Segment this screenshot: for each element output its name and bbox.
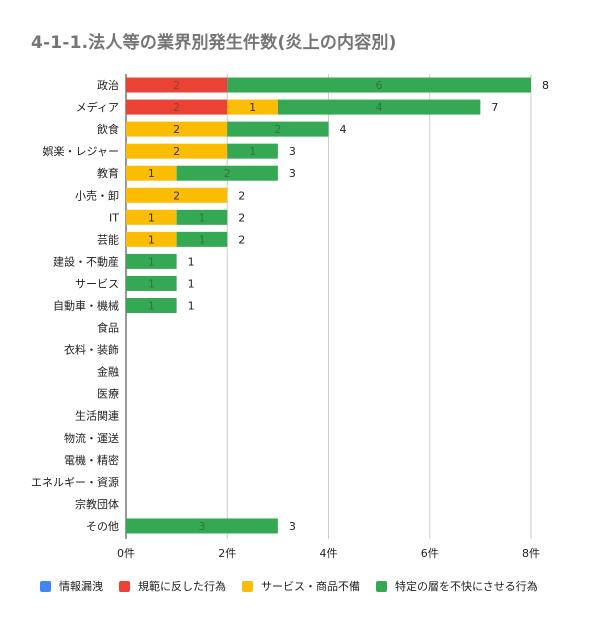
segment-value-label: 2 — [173, 123, 180, 136]
category-label: 食品 — [97, 321, 119, 335]
category-label: 娯楽・レジャー — [43, 144, 119, 158]
segment-value-label: 4 — [376, 101, 383, 114]
bar-segment — [126, 209, 177, 225]
segment-value-label: 1 — [148, 277, 155, 290]
bar-segment — [126, 143, 228, 159]
chart-title: 4-1-1.法人等の業界別発生件数(炎上の内容別) — [31, 33, 397, 53]
total-value-label: 1 — [188, 300, 195, 313]
category-label: サービス — [75, 277, 119, 290]
segment-value-label: 2 — [173, 189, 180, 202]
segment-value-label: 1 — [148, 167, 155, 180]
bar-chart: 2 6 82 1 4 72 2 42 1 31 2 32 21 1 21 1 21 11 11 13 3 政治メディア飲… — [31, 74, 549, 560]
total-value-label: 7 — [491, 101, 498, 114]
bar-segment — [126, 121, 228, 137]
segment-value-label: 2 — [224, 167, 231, 180]
bar-segment — [126, 275, 177, 291]
legend-label: 情報漏洩 — [59, 580, 103, 593]
total-value-label: 1 — [188, 277, 195, 290]
legend-label: 特定の層を不快にさせる行為 — [395, 580, 538, 593]
bar-segment — [126, 165, 177, 181]
bar-segments — [126, 77, 531, 534]
x-axis-ticks: 0件 2件 4件 6件 8件 — [117, 547, 540, 560]
bar-segment — [126, 187, 228, 203]
bar-segment — [126, 77, 228, 93]
bar-segment — [227, 77, 531, 93]
category-label: その他 — [86, 520, 119, 533]
x-tick-label: 8件 — [522, 547, 540, 560]
category-label: 電機・精密 — [64, 453, 119, 467]
bar-segment — [126, 253, 177, 269]
legend-item: サービス・商品不備 — [242, 578, 360, 594]
category-label: 建設・不動産 — [53, 254, 119, 268]
legend-swatch — [376, 580, 387, 592]
category-label: メディア — [76, 100, 119, 114]
category-label: エネルギー・資源 — [31, 475, 119, 489]
total-value-label: 3 — [289, 520, 296, 533]
segment-value-label: 2 — [274, 123, 281, 136]
category-label: 芸能 — [97, 232, 119, 246]
segment-value-label: 2 — [173, 79, 180, 92]
data-labels: 2 6 82 1 4 72 2 42 1 31 2 32 21 1 21 1 21 11 11 13 3 — [148, 79, 549, 533]
segment-value-label: 3 — [198, 520, 205, 533]
segment-value-label: 2 — [173, 145, 180, 158]
bar-segment — [126, 231, 177, 247]
segment-value-label: 1 — [148, 233, 155, 246]
segment-value-label: 6 — [376, 79, 383, 92]
bar-segment — [126, 99, 228, 115]
bar-segment — [227, 143, 278, 159]
category-label: 医療 — [97, 387, 119, 401]
total-value-label: 3 — [289, 145, 296, 158]
category-label: 宗教団体 — [75, 497, 119, 511]
x-tick-label: 4件 — [320, 547, 338, 560]
legend-item: 規範に反した行為 — [119, 578, 226, 594]
category-label: 金融 — [97, 365, 119, 379]
segment-value-label: 1 — [198, 211, 205, 224]
legend-item: 情報漏洩 — [40, 578, 103, 594]
total-value-label: 1 — [188, 255, 195, 268]
category-label: 小売・卸 — [75, 188, 119, 202]
total-value-label: 2 — [238, 233, 245, 246]
legend-swatch — [242, 580, 253, 592]
legend-swatch — [40, 580, 51, 592]
bar-segment — [126, 298, 177, 313]
legend-label: サービス・商品不備 — [261, 580, 360, 593]
bar-segment — [176, 209, 228, 225]
segment-value-label: 1 — [148, 255, 155, 268]
category-label: 政治 — [97, 78, 119, 92]
segment-value-label: 1 — [148, 300, 155, 313]
category-label: 自動車・機械 — [53, 299, 119, 313]
segment-value-label: 1 — [198, 233, 205, 246]
total-value-label: 2 — [238, 189, 245, 202]
total-value-label: 8 — [542, 79, 549, 92]
bar-segment — [126, 518, 278, 534]
bar-segment — [176, 165, 278, 181]
legend-item: 特定の層を不快にさせる行為 — [376, 578, 538, 594]
bar-segment — [277, 99, 481, 115]
bar-segment — [227, 121, 329, 137]
category-label: IT — [109, 211, 119, 224]
segment-value-label: 2 — [173, 101, 180, 114]
total-value-label: 3 — [289, 167, 296, 180]
total-value-label: 4 — [340, 123, 347, 136]
category-label: 衣料・装飾 — [64, 343, 119, 357]
legend: 情報漏洩 規範に反した行為 サービス・商品不備 特定の層を不快にさせる行為 — [40, 576, 554, 596]
bar-segment — [227, 99, 278, 115]
category-label: 教育 — [97, 166, 119, 180]
segment-value-label: 1 — [249, 101, 256, 114]
x-tick-label: 2件 — [218, 547, 236, 560]
legend-swatch — [119, 580, 130, 592]
bar-segment — [176, 231, 228, 247]
x-tick-label: 0件 — [117, 547, 135, 560]
legend-label: 規範に反した行為 — [138, 580, 226, 593]
category-label: 飲食 — [97, 122, 119, 136]
category-label: 物流・運送 — [64, 431, 119, 445]
segment-value-label: 1 — [148, 211, 155, 224]
total-value-label: 2 — [238, 211, 245, 224]
x-tick-label: 6件 — [421, 547, 439, 560]
category-label: 生活関連 — [75, 409, 119, 423]
segment-value-label: 1 — [249, 145, 256, 158]
